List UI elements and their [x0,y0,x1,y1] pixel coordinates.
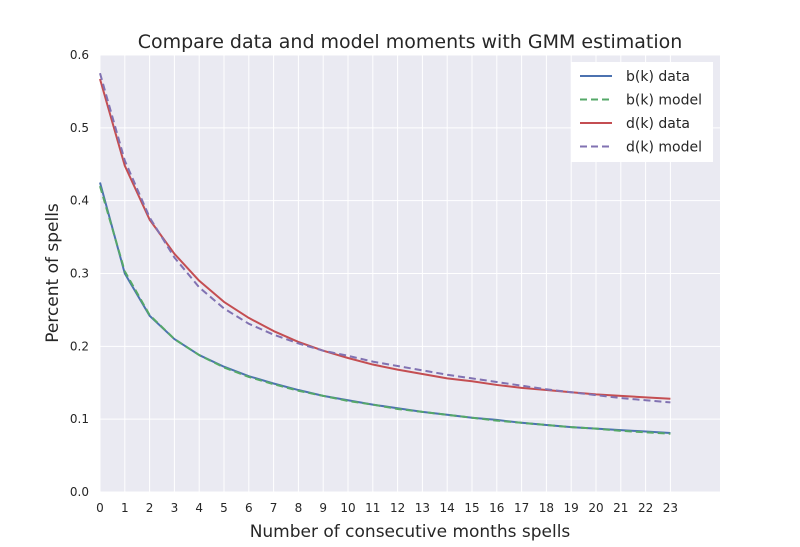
x-tick-label: 22 [638,501,653,515]
grid [99,54,720,493]
x-tick-label: 20 [588,501,603,515]
y-tick-label: 0.2 [70,339,89,353]
x-tick-label: 5 [220,501,228,515]
x-tick-label: 15 [464,501,479,515]
y-tick-label: 0.1 [70,412,89,426]
x-tick-label: 11 [365,501,380,515]
x-tick-label: 16 [489,501,504,515]
x-tick-label: 19 [564,501,579,515]
legend-box [571,62,713,162]
x-tick-label: 21 [613,501,628,515]
x-axis-label: Number of consecutive months spells [250,522,571,542]
x-tick-label: 2 [146,501,154,515]
x-tick-label: 23 [663,501,678,515]
legend-label: d(k) data [626,116,690,132]
legend-label: b(k) model [626,93,702,109]
series-line-3 [99,72,671,404]
x-tick-label: 18 [539,501,554,515]
y-tick-label: 0.4 [70,194,89,208]
tick-labels: 0.00.10.20.30.40.50.60 1 2 3 4 5 6 7 8 9 10 11 12 13 1… [70,48,678,515]
legend-label: b(k) data [626,69,690,85]
y-tick-label: 0.3 [70,267,89,281]
x-tick-label: 6 [245,501,253,515]
y-axis-label: Percent of spells [43,203,63,343]
x-tick-label: 8 [295,501,303,515]
x-tick-label: 4 [195,501,203,515]
y-tick-label: 0.6 [70,48,89,62]
series-lines [99,72,671,435]
legend-label: d(k) model [626,140,702,156]
x-tick-label: 1 [121,501,129,515]
x-tick-label: 0 [96,501,104,515]
x-tick-label: 10 [340,501,355,515]
x-tick-label: 17 [514,501,529,515]
chart-title: Compare data and model moments with GMM … [138,31,683,53]
y-tick-label: 0.5 [70,121,89,135]
series-line-1 [99,185,671,435]
x-tick-label: 3 [171,501,179,515]
x-tick-label: 12 [390,501,405,515]
x-tick-label: 13 [415,501,430,515]
x-tick-label: 14 [440,501,455,515]
legend: b(k) data b(k) model d(k) data d(k) model [571,62,713,162]
y-tick-label: 0.0 [70,485,89,499]
series-line-2 [99,78,671,400]
x-tick-label: 9 [319,501,327,515]
x-tick-label: 7 [270,501,278,515]
